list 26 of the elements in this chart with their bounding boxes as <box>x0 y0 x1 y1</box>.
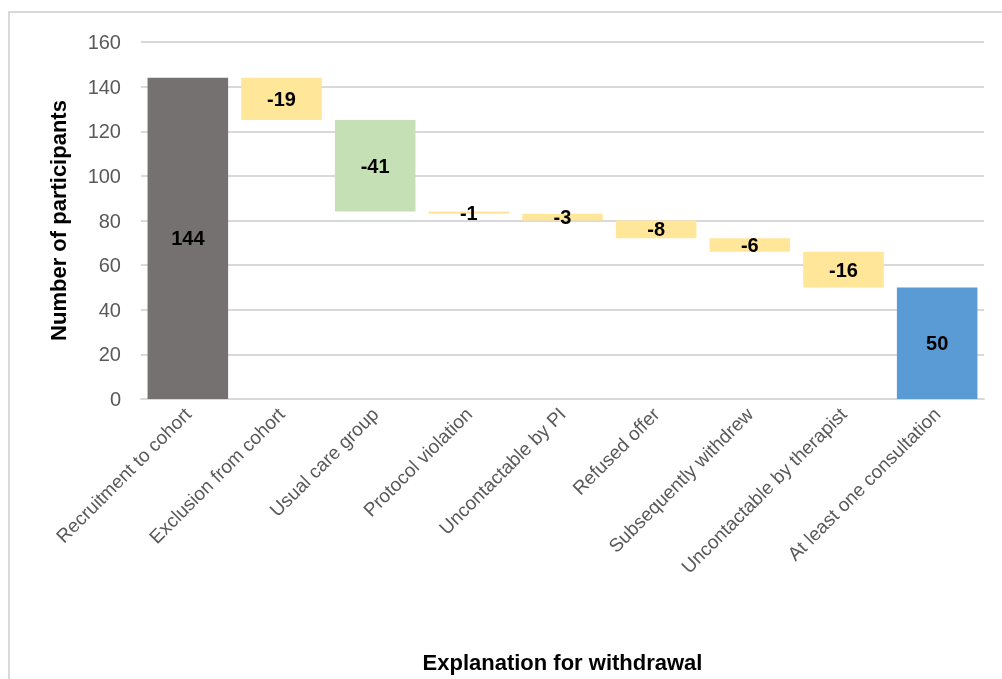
y-tick-label: 20 <box>98 343 121 366</box>
data-label: -19 <box>267 87 296 110</box>
bar <box>803 251 884 288</box>
data-label: -16 <box>829 258 858 281</box>
y-axis-title: Number of participants <box>45 100 71 341</box>
x-axis-title: Explanation for withdrawal <box>422 649 703 675</box>
bar <box>709 238 791 252</box>
y-tick-label: 80 <box>98 209 121 232</box>
y-tick-label: 100 <box>87 164 121 187</box>
y-tick-label: 0 <box>109 388 121 410</box>
y-tick-label: 160 <box>87 31 121 53</box>
data-label: 50 <box>926 332 949 355</box>
data-label: -3 <box>553 206 572 229</box>
bar <box>896 287 978 399</box>
data-label: -6 <box>740 234 759 257</box>
y-tick-label: 60 <box>98 254 121 277</box>
data-label: -8 <box>647 218 666 241</box>
bar <box>147 77 229 399</box>
y-tick-label: 120 <box>87 120 121 143</box>
data-label: 144 <box>171 227 206 250</box>
y-tick-label: 40 <box>98 298 121 321</box>
bar <box>241 77 322 121</box>
bar <box>334 120 416 212</box>
data-label: -41 <box>360 154 390 177</box>
y-tick-label: 140 <box>87 75 121 98</box>
data-label: -1 <box>459 201 478 224</box>
